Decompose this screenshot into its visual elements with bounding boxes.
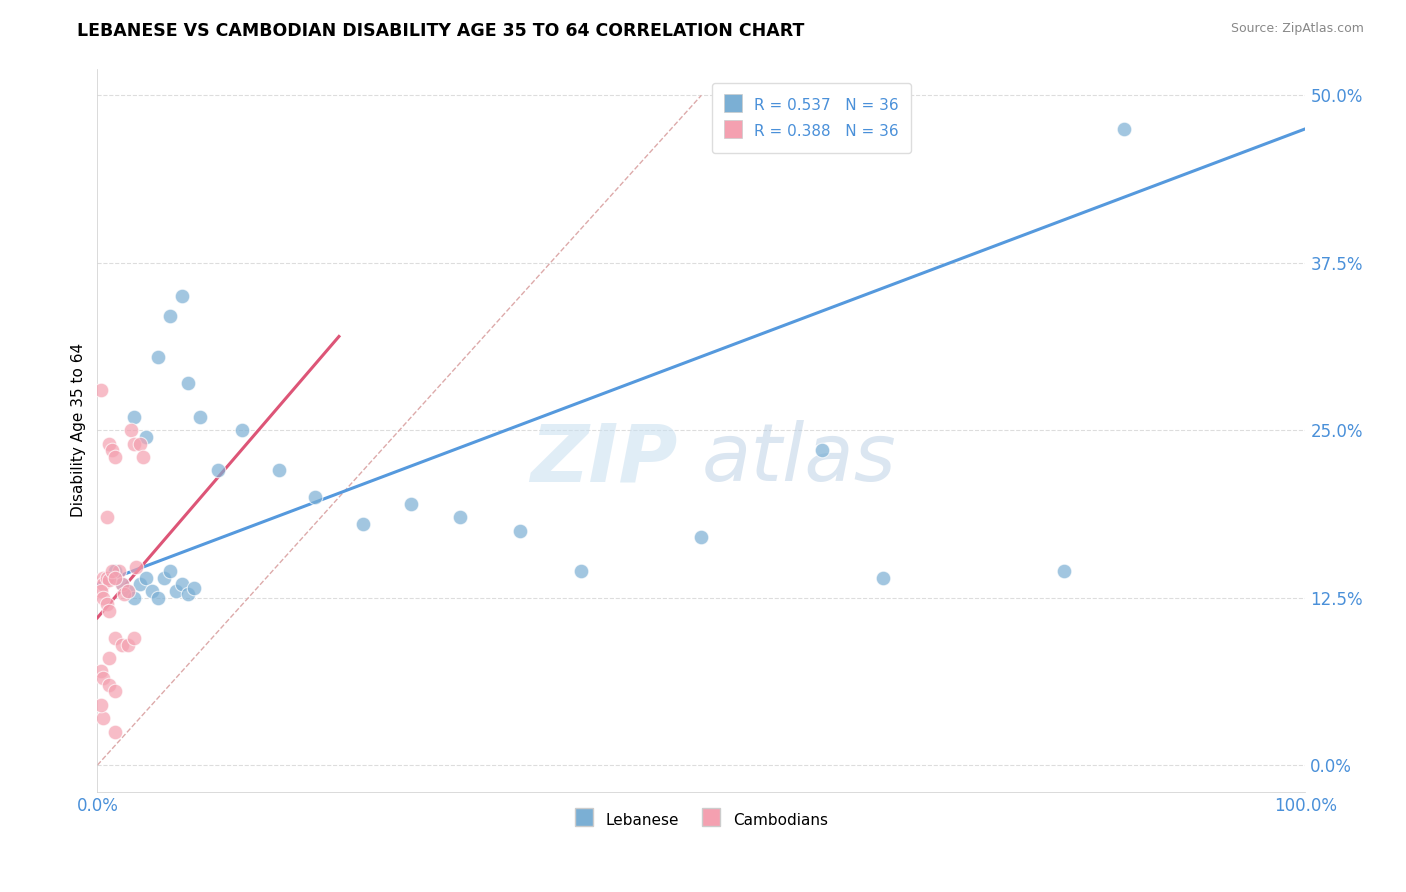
Point [110,638,132,652]
Text: LEBANESE VS CAMBODIAN DISABILITY AGE 35 TO 64 CORRELATION CHART: LEBANESE VS CAMBODIAN DISABILITY AGE 35 … [77,22,804,40]
Text: atlas: atlas [702,420,896,498]
Point [98,574,121,588]
Point [120,423,142,437]
Point [117,584,139,599]
Point [98,651,121,665]
Y-axis label: Disability Age 35 to 64: Disability Age 35 to 64 [72,343,86,517]
Point [93,571,115,585]
Point [183,582,205,596]
Text: Source: ZipAtlas.com: Source: ZipAtlas.com [1230,22,1364,36]
Point [96,510,118,524]
Point [135,430,157,444]
Point [152,571,174,585]
Point [1114,121,1136,136]
Point [96,571,118,585]
Point [104,631,127,645]
Point [104,564,127,578]
Point [267,463,290,477]
Point [872,571,894,585]
Point [128,577,150,591]
Point [509,524,531,538]
Point [98,571,121,585]
Point [231,423,253,437]
Point [90,698,112,712]
Point [110,577,132,591]
Point [146,350,169,364]
Point [122,436,145,450]
Point [90,584,112,599]
Point [98,436,121,450]
Point [170,577,193,591]
Point [177,376,200,391]
Point [170,289,193,303]
Point [132,450,155,464]
Point [207,463,229,477]
Point [141,584,163,599]
Point [188,409,211,424]
Point [449,510,471,524]
Point [690,530,713,544]
Point [125,560,148,574]
Point [101,443,124,458]
Point [1053,564,1076,578]
Point [112,587,135,601]
Point [108,564,131,578]
Point [811,443,834,458]
Point [352,516,374,531]
Point [101,564,124,578]
Point [177,587,200,601]
Point [93,671,115,685]
Point [135,571,157,585]
Point [304,490,326,504]
Point [117,584,139,599]
Point [104,684,127,698]
Point [90,383,112,397]
Point [93,577,115,591]
Point [122,409,145,424]
Legend: Lebanese, Cambodians: Lebanese, Cambodians [569,804,834,835]
Point [98,678,121,692]
Point [159,310,181,324]
Point [98,604,121,618]
Point [122,591,145,605]
Point [90,665,112,679]
Point [128,436,150,450]
Point [110,577,132,591]
Point [159,564,181,578]
Point [569,564,592,578]
Point [93,711,115,725]
Point [104,450,127,464]
Point [96,598,118,612]
Point [401,497,423,511]
Point [104,724,127,739]
Point [122,631,145,645]
Point [93,591,115,605]
Text: ZIP: ZIP [530,420,678,498]
Point [117,638,139,652]
Point [104,571,127,585]
Point [146,591,169,605]
Point [165,584,187,599]
